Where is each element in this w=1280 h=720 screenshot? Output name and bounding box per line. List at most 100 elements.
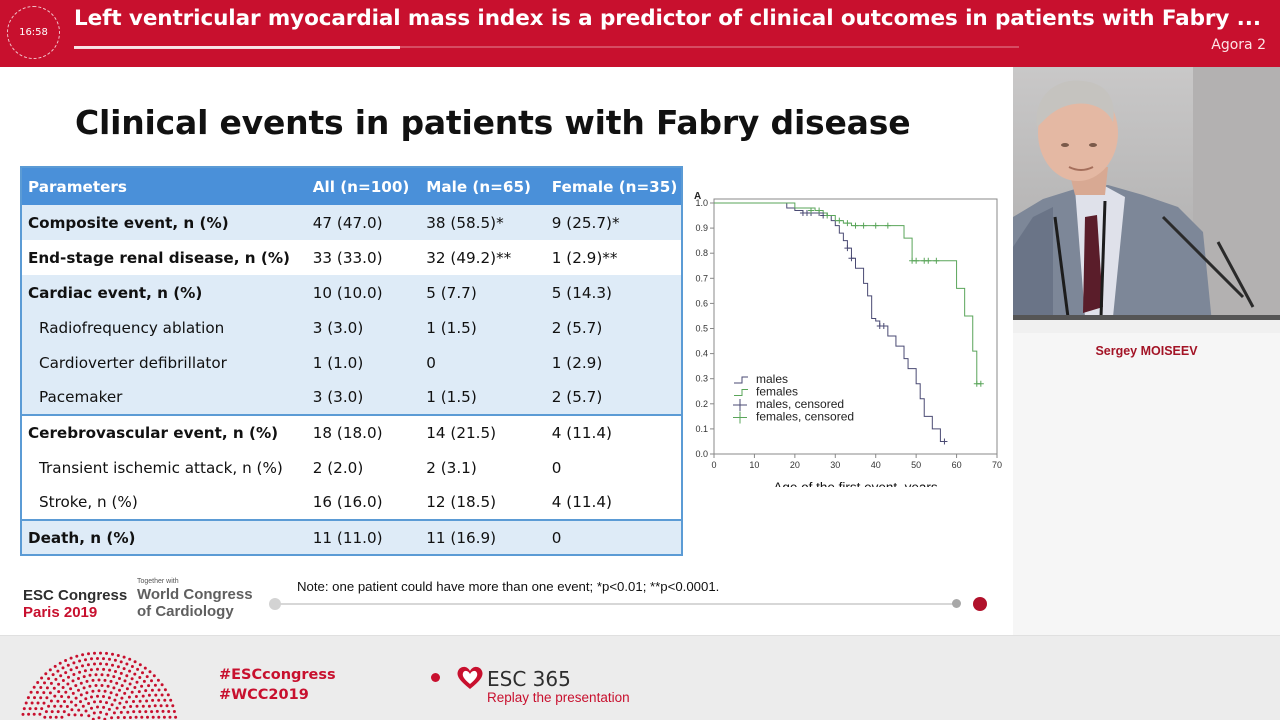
globe-dot [64, 671, 68, 675]
globe-dot [105, 651, 108, 655]
globe-dot [122, 716, 126, 719]
globe-dot [130, 677, 134, 681]
globe-dot [108, 668, 112, 672]
globe-dot [34, 707, 38, 711]
censored-mark-females [816, 207, 823, 214]
globe-dot [130, 690, 134, 694]
clock-time: 16:58 [19, 27, 48, 38]
globe-dot [155, 709, 159, 713]
globe-dot [150, 710, 154, 714]
globe-dot [105, 701, 108, 705]
globe-dot [145, 699, 149, 703]
globe-dot [109, 691, 113, 695]
table-cell: 1 (2.9) [545, 345, 682, 380]
globe-dot [69, 656, 73, 660]
hashtag-wcc2019[interactable]: #WCC2019 [219, 687, 309, 703]
censored-mark-females [977, 380, 984, 387]
globe-dot [28, 707, 32, 711]
globe-dot [99, 710, 103, 714]
globe-dot [97, 678, 101, 682]
globe-dot [93, 700, 96, 704]
globe-dot [43, 715, 47, 719]
globe-dot [163, 698, 167, 702]
globe-dot [79, 693, 83, 697]
table-row-label: Cardiac event, n (%) [21, 275, 307, 310]
globe-dot [48, 668, 52, 672]
hashtag-esccongress[interactable]: #ESCcongress [219, 667, 336, 683]
y-tick-label: 0.2 [695, 399, 708, 409]
globe-dot [162, 715, 166, 719]
globe-dot [91, 717, 95, 720]
globe-dot [130, 665, 134, 668]
globe-dot [93, 662, 96, 666]
censored-mark-females [808, 207, 815, 214]
globe-dot [91, 689, 95, 693]
globe-dot [81, 704, 85, 708]
esc365-logo[interactable]: ESC 365 [487, 667, 571, 691]
globe-dot [140, 715, 144, 719]
table-cell: 0 [420, 345, 546, 380]
globe-dot [106, 684, 110, 688]
table-row: Composite event, n (%) 47 (47.0) 38 (58.5)… [21, 205, 682, 240]
legend-label: males [756, 372, 788, 386]
globe-dot [38, 712, 42, 716]
globe-dot [133, 672, 137, 676]
legend-swatch [734, 376, 748, 384]
globe-dot [107, 696, 111, 700]
globe-dot [66, 663, 70, 667]
replay-link[interactable]: Replay the presentation [487, 690, 630, 705]
presentation-progress [74, 45, 1019, 49]
globe-dot [105, 712, 109, 716]
globe-dot [75, 666, 79, 670]
x-tick-label: 70 [992, 460, 1002, 470]
globe-dot [27, 712, 31, 716]
globe-dot [50, 710, 54, 714]
events-table: Parameters All (n=100) Male (n=65) Femal… [20, 166, 683, 556]
globe-dot [70, 708, 74, 712]
globe-dot [134, 715, 138, 719]
globe-dot [56, 699, 60, 703]
globe-dot [75, 654, 79, 658]
globe-dot [150, 688, 154, 692]
table-row-label: Cerebrovascular event, n (%) [21, 414, 307, 450]
globe-dot [122, 667, 126, 671]
globe-dot [66, 682, 70, 686]
presentation-progress-fill [74, 45, 401, 49]
globe-dot [82, 675, 86, 679]
legend-swatch [734, 389, 748, 396]
table-row-label: Composite event, n (%) [21, 205, 307, 240]
table-cell: 5 (14.3) [545, 275, 682, 310]
globe-dot [48, 691, 52, 695]
globe-dot [82, 686, 86, 690]
globe-dot [116, 716, 120, 719]
globe-dot [29, 690, 33, 694]
globe-dot [22, 707, 26, 711]
globe-dot [49, 715, 52, 719]
globe-dot [47, 677, 51, 681]
globe-dot [160, 693, 164, 697]
globe-dot [74, 703, 78, 707]
esc-congress-logo: ESC Congress Paris 2019 [23, 587, 127, 621]
wcc-logo-line2: of Cardiology [137, 603, 234, 620]
globe-dot [112, 675, 116, 679]
globe-dot [78, 670, 82, 674]
globe-dot [132, 710, 136, 714]
table-cell: 33 (33.0) [306, 240, 421, 275]
globe-dot [161, 709, 165, 713]
y-tick-label: 0.0 [695, 449, 708, 459]
globe-dot [56, 710, 60, 714]
globe-dot [43, 681, 46, 685]
y-tick-label: 0.6 [695, 298, 708, 308]
globe-dot [138, 699, 142, 703]
table-row-label: Cardioverter defibrillator [21, 345, 307, 380]
censored-mark-females [844, 220, 851, 227]
globe-dot [157, 715, 161, 719]
slide-progress-current-dot [973, 597, 987, 611]
table-cell: 47 (47.0) [306, 205, 421, 240]
table-row: Pacemaker 3 (3.0) 1 (1.5) 2 (5.7) [21, 380, 682, 415]
series-line-females [714, 202, 981, 385]
globe-dot [125, 687, 129, 691]
globe-dot [151, 715, 155, 719]
table-cell: 10 (10.0) [306, 275, 421, 310]
globe-dot [129, 705, 133, 708]
